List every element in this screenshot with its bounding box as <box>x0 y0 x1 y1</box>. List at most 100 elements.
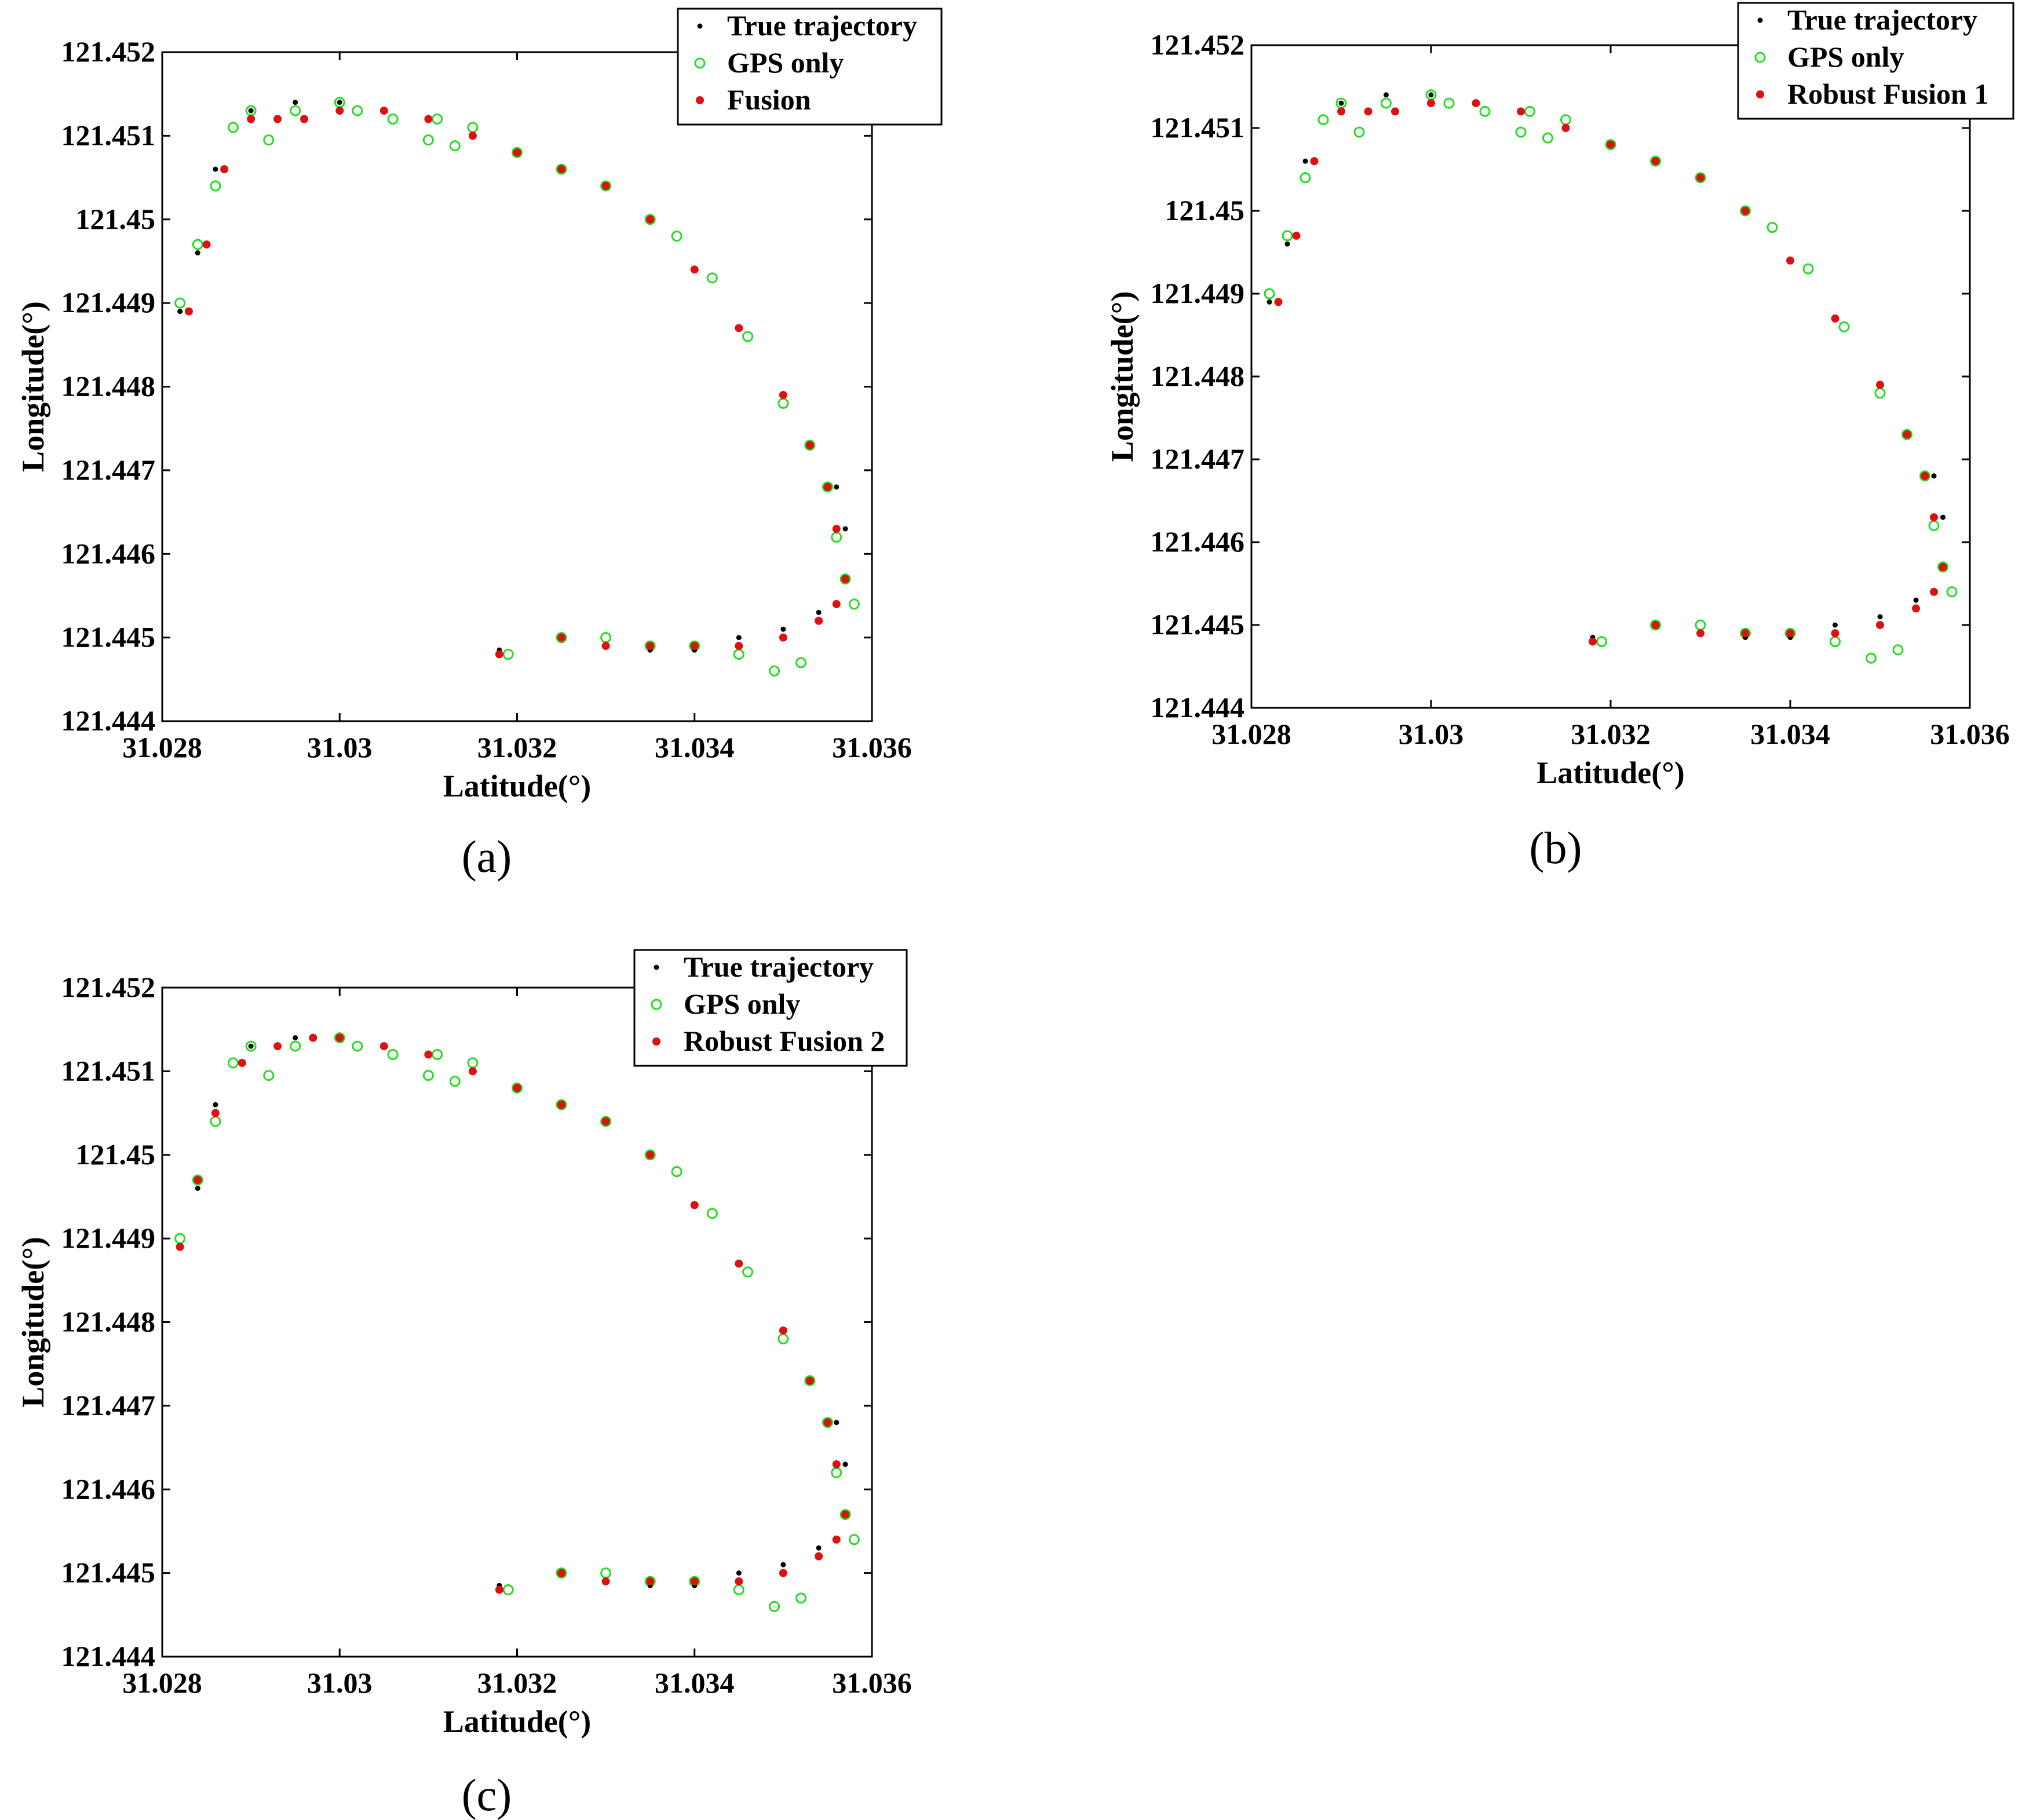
y-axis-label: Longitude(°) <box>16 301 50 472</box>
data-point <box>646 642 655 650</box>
y-tick-label: 121.448 <box>61 370 156 403</box>
y-tick-label: 121.452 <box>61 971 156 1003</box>
data-point <box>1427 99 1435 108</box>
data-point <box>1650 619 1661 631</box>
data-point <box>352 105 363 116</box>
data-point <box>1833 622 1838 628</box>
x-tick-label: 31.034 <box>655 731 735 763</box>
data-point <box>1831 629 1839 638</box>
data-point <box>779 1326 787 1335</box>
y-tick-label: 121.447 <box>1151 443 1245 475</box>
data-point <box>736 635 742 641</box>
y-tick-label: 121.45 <box>76 1138 156 1171</box>
data-point <box>1912 604 1920 613</box>
data-point <box>779 633 787 642</box>
y-tick-label: 121.447 <box>61 1389 156 1421</box>
x-tick-label: 31.03 <box>307 1666 373 1699</box>
legend-marker <box>696 96 704 104</box>
data-point <box>815 1552 823 1560</box>
y-tick-label: 121.445 <box>61 621 156 653</box>
y-tick-label: 121.446 <box>1151 525 1245 558</box>
data-point <box>1877 614 1883 620</box>
data-point <box>192 1174 203 1186</box>
data-point <box>1338 100 1344 106</box>
y-tick-label: 121.445 <box>61 1556 156 1589</box>
data-point <box>735 1259 743 1268</box>
panel-label: (a) <box>462 831 512 882</box>
x-tick-label: 31.036 <box>1930 718 2010 750</box>
data-point <box>742 331 754 342</box>
series-robust-fusion-1 <box>1274 99 1947 646</box>
data-point <box>424 115 433 123</box>
x-tick-label: 31.03 <box>1399 718 1464 750</box>
series-fusion <box>184 107 850 659</box>
data-point <box>495 650 503 659</box>
data-point <box>1903 430 1911 439</box>
data-point <box>1741 629 1750 638</box>
data-point <box>512 147 523 158</box>
data-point <box>804 1375 816 1387</box>
y-tick-label: 121.444 <box>61 1640 156 1672</box>
data-point <box>502 1584 514 1595</box>
data-point <box>1913 597 1919 603</box>
data-point <box>184 307 193 316</box>
data-point <box>309 1033 317 1042</box>
data-point <box>379 107 388 115</box>
chart-panel-1: 31.028 31.03 31.032 31.034 31.036 121.444 121.… <box>16 8 943 882</box>
data-point <box>1607 140 1615 149</box>
series-gps-only <box>174 1032 860 1612</box>
data-point <box>832 524 841 533</box>
data-point <box>735 324 743 332</box>
data-point <box>780 1562 786 1567</box>
data-point <box>290 1040 301 1052</box>
data-point <box>842 1461 848 1467</box>
legend-label: GPS only <box>727 46 844 79</box>
data-point <box>1696 629 1704 638</box>
data-point <box>176 1242 184 1251</box>
data-point <box>1589 637 1597 646</box>
data-point <box>1876 621 1884 629</box>
data-point <box>1353 126 1365 138</box>
data-point <box>1282 230 1293 242</box>
data-point <box>1919 470 1930 482</box>
data-point <box>1479 105 1491 117</box>
data-point <box>556 163 567 175</box>
data-point <box>815 616 823 625</box>
plot-area <box>161 51 873 722</box>
data-point <box>706 1208 718 1219</box>
data-point <box>601 1117 610 1125</box>
chart-panel-2: 31.028 31.03 31.032 31.034 31.036 121.444 121.… <box>1105 2 2014 873</box>
data-point <box>671 1166 682 1178</box>
data-point <box>1364 107 1373 116</box>
data-point <box>646 1150 655 1159</box>
legend-marker <box>694 57 706 69</box>
data-point <box>1866 652 1877 664</box>
data-point <box>557 1569 566 1577</box>
y-tick-label: 121.45 <box>1165 194 1245 226</box>
data-point <box>779 1569 787 1577</box>
data-point <box>823 1418 832 1427</box>
data-point <box>1930 587 1938 596</box>
data-point <box>840 573 851 585</box>
data-point <box>210 180 221 192</box>
data-point <box>1741 207 1750 215</box>
data-point <box>601 182 610 190</box>
data-point <box>823 483 832 491</box>
data-point <box>245 1040 257 1052</box>
legend-label: Robust Fusion 1 <box>1787 78 1988 110</box>
data-point <box>1650 155 1661 167</box>
legend-label: GPS only <box>684 988 800 1020</box>
y-tick-label: 121.449 <box>61 286 156 319</box>
data-point <box>840 1509 851 1521</box>
data-point <box>192 239 203 250</box>
data-point <box>556 632 567 644</box>
data-point <box>690 1577 699 1586</box>
data-point <box>644 1149 656 1161</box>
data-point <box>601 1577 610 1586</box>
data-point <box>1939 562 1947 571</box>
legend-marker <box>651 999 662 1010</box>
x-axis-label: Latitude(°) <box>443 1704 592 1739</box>
data-point <box>273 1042 282 1051</box>
panel-label: (c) <box>462 1770 512 1820</box>
data-point <box>387 114 399 125</box>
